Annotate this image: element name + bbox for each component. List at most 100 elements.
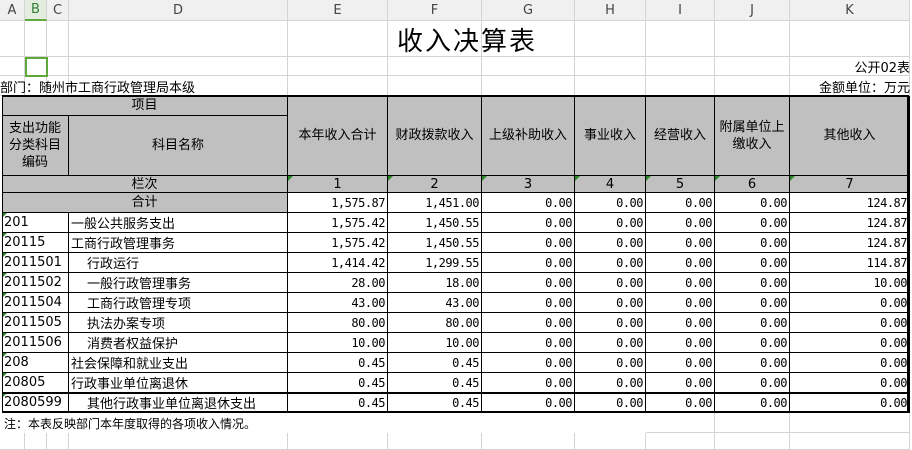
column-header-k[interactable]: K (790, 0, 910, 21)
row-value[interactable]: 0.00 (575, 253, 646, 273)
grid-cell[interactable] (69, 433, 288, 450)
row-code[interactable]: 20115 (2, 233, 69, 253)
total-value[interactable]: 1,575.87 (288, 193, 388, 213)
row-code[interactable]: 201 (2, 213, 69, 233)
grid-cell[interactable] (0, 57, 25, 76)
row-name[interactable]: 执法办案专项 (69, 313, 288, 333)
grid-cell[interactable] (790, 433, 910, 450)
row-value[interactable]: 0.00 (715, 333, 790, 353)
row-value[interactable]: 0.00 (575, 213, 646, 233)
row-value[interactable]: 0.00 (646, 253, 715, 273)
grid-cell[interactable] (790, 57, 910, 76)
column-header-g[interactable]: G (482, 0, 575, 21)
grid-cell[interactable] (646, 76, 715, 96)
row-value[interactable]: 0.00 (715, 393, 790, 413)
row-name[interactable]: 一般行政管理事务 (69, 273, 288, 293)
row-name[interactable]: 工商行政管理专项 (69, 293, 288, 313)
grid-cell[interactable] (646, 21, 715, 57)
grid-cell[interactable] (69, 21, 288, 57)
row-code[interactable]: 2011502 (2, 273, 69, 293)
column-header-d[interactable]: D (69, 0, 288, 21)
grid-cell[interactable] (25, 433, 47, 450)
row-value[interactable]: 1,575.42 (288, 233, 388, 253)
row-code[interactable]: 2011505 (2, 313, 69, 333)
row-value[interactable]: 0.45 (288, 373, 388, 393)
row-code[interactable]: 2011506 (2, 333, 69, 353)
row-value[interactable]: 0.00 (646, 333, 715, 353)
column-header-j[interactable]: J (715, 0, 790, 21)
row-value[interactable]: 0.00 (790, 393, 910, 413)
row-value[interactable]: 0.00 (715, 213, 790, 233)
grid-cell[interactable] (388, 76, 482, 96)
grid-cell[interactable] (388, 21, 482, 57)
row-value[interactable]: 1,450.55 (388, 213, 482, 233)
grid-cell[interactable] (0, 21, 25, 57)
row-value[interactable]: 124.87 (790, 233, 910, 253)
grid-cell[interactable] (482, 76, 575, 96)
grid-cell[interactable] (69, 57, 288, 76)
row-value[interactable]: 0.00 (482, 253, 575, 273)
row-value[interactable]: 0.00 (575, 353, 646, 373)
row-value[interactable]: 0.00 (482, 353, 575, 373)
row-value[interactable]: 0.00 (715, 313, 790, 333)
selected-cell[interactable] (25, 57, 48, 77)
row-value[interactable]: 0.00 (575, 393, 646, 413)
row-value[interactable]: 0.00 (575, 273, 646, 293)
grid-cell[interactable] (715, 76, 790, 96)
row-name[interactable]: 行政运行 (69, 253, 288, 273)
row-value[interactable]: 10.00 (790, 273, 910, 293)
grid-cell[interactable] (715, 433, 790, 450)
row-value[interactable]: 0.00 (575, 313, 646, 333)
row-value[interactable]: 114.87 (790, 253, 910, 273)
grid-cell[interactable] (482, 57, 575, 76)
row-value[interactable]: 0.00 (646, 313, 715, 333)
row-value[interactable]: 0.00 (646, 293, 715, 313)
grid-cell[interactable] (575, 76, 646, 96)
row-name[interactable]: 消费者权益保护 (69, 333, 288, 353)
row-code[interactable]: 2011504 (2, 293, 69, 313)
row-name[interactable]: 一般公共服务支出 (69, 213, 288, 233)
row-value[interactable]: 43.00 (388, 293, 482, 313)
row-value[interactable]: 0.00 (790, 293, 910, 313)
row-value[interactable]: 0.00 (646, 273, 715, 293)
grid-cell[interactable] (575, 57, 646, 76)
row-value[interactable]: 0.00 (575, 333, 646, 353)
total-value[interactable]: 0.00 (715, 193, 790, 213)
grid-cell[interactable] (646, 413, 715, 433)
column-header-c[interactable]: C (47, 0, 69, 21)
grid-cell[interactable] (25, 21, 47, 57)
row-value[interactable]: 0.00 (646, 233, 715, 253)
row-value[interactable]: 0.00 (646, 353, 715, 373)
row-value[interactable]: 0.00 (575, 373, 646, 393)
row-value[interactable]: 28.00 (288, 273, 388, 293)
row-value[interactable]: 18.00 (388, 273, 482, 293)
grid-cell[interactable] (288, 433, 388, 450)
grid-cell[interactable] (482, 21, 575, 57)
grid-cell[interactable] (47, 21, 69, 57)
row-value[interactable]: 0.00 (715, 353, 790, 373)
row-value[interactable]: 1,414.42 (288, 253, 388, 273)
row-value[interactable]: 0.00 (790, 313, 910, 333)
grid-cell[interactable] (575, 21, 646, 57)
row-value[interactable]: 0.00 (715, 373, 790, 393)
row-value[interactable]: 0.00 (790, 353, 910, 373)
row-value[interactable]: 0.00 (575, 233, 646, 253)
total-value[interactable]: 1,451.00 (388, 193, 482, 213)
row-value[interactable]: 124.87 (790, 213, 910, 233)
row-code[interactable]: 2080599 (2, 393, 69, 413)
row-value[interactable]: 0.00 (790, 373, 910, 393)
grid-cell[interactable] (646, 433, 715, 450)
grid-cell[interactable] (715, 413, 790, 433)
row-value[interactable]: 0.00 (646, 373, 715, 393)
row-value[interactable]: 1,575.42 (288, 213, 388, 233)
row-value[interactable]: 80.00 (388, 313, 482, 333)
row-value[interactable]: 0.45 (388, 393, 482, 413)
grid-cell[interactable] (790, 413, 910, 433)
row-value[interactable]: 0.00 (715, 253, 790, 273)
row-value[interactable]: 0.00 (482, 213, 575, 233)
column-header-e[interactable]: E (288, 0, 388, 21)
row-value[interactable]: 0.45 (388, 353, 482, 373)
grid-cell[interactable] (47, 57, 69, 76)
grid-cell[interactable] (288, 21, 388, 57)
row-code[interactable]: 2011501 (2, 253, 69, 273)
